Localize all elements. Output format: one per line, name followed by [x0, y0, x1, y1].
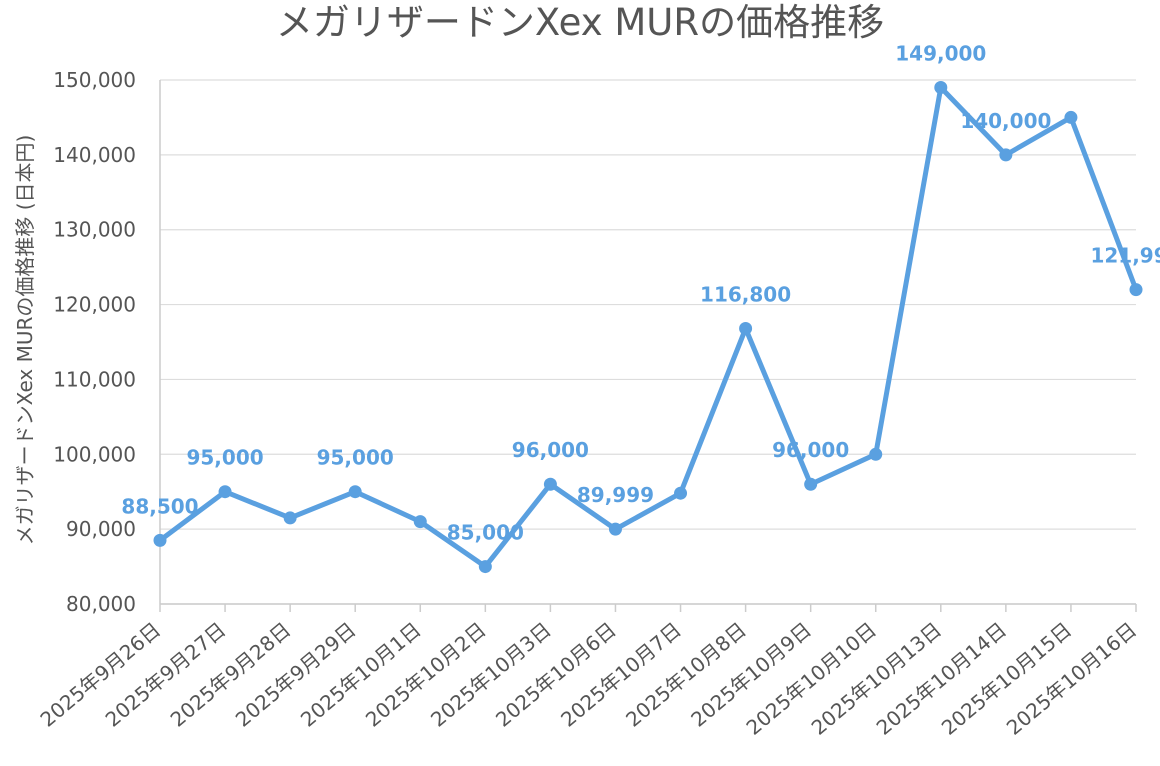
data-point — [999, 148, 1013, 162]
data-point — [674, 486, 688, 500]
y-tick-label: 130,000 — [53, 218, 136, 242]
y-tick-label: 90,000 — [66, 517, 136, 541]
data-label: 116,800 — [700, 283, 791, 307]
data-point — [608, 522, 622, 536]
y-tick-label: 100,000 — [53, 442, 136, 466]
data-point — [1064, 110, 1078, 124]
series-layer — [157, 84, 1139, 570]
x-tick-layer: 2025年9月26日2025年9月27日2025年9月28日2025年9月29日… — [36, 604, 1141, 740]
data-label: 96,000 — [512, 438, 589, 462]
data-point — [478, 560, 492, 574]
data-point — [218, 485, 232, 499]
data-point — [1129, 283, 1143, 297]
data-point — [543, 477, 557, 491]
data-point — [934, 80, 948, 94]
grid-layer — [159, 79, 1136, 605]
data-label: 121,999 — [1090, 244, 1160, 268]
data-point — [869, 447, 883, 461]
data-point — [413, 515, 427, 529]
y-tick-label: 150,000 — [53, 68, 136, 92]
data-label: 149,000 — [895, 41, 986, 65]
y-axis-label: メガリザードンXex MURの価格推移 (日本円) — [13, 135, 37, 546]
data-point — [348, 485, 362, 499]
series-line — [157, 84, 1139, 570]
data-label: 140,000 — [960, 109, 1051, 133]
data-label: 95,000 — [186, 446, 263, 470]
chart-title: メガリザードンXex MURの価格推移 — [276, 1, 884, 44]
data-label: 88,500 — [121, 494, 198, 518]
data-point — [153, 533, 167, 547]
y-tick-label: 140,000 — [53, 143, 136, 167]
data-label: 95,000 — [317, 446, 394, 470]
y-tick-label: 120,000 — [53, 293, 136, 317]
data-label-layer: 88,500 95,000 95,000 85,000 96,000 89,999 116,… — [121, 41, 1160, 544]
data-label: 85,000 — [447, 521, 524, 545]
y-tick-label: 110,000 — [53, 367, 136, 391]
point-layer — [153, 80, 1143, 574]
y-tick-label: 80,000 — [66, 592, 136, 616]
data-point — [283, 511, 297, 525]
data-point — [739, 322, 753, 336]
data-label: 96,000 — [772, 438, 849, 462]
y-tick-layer: 80,000 90,000 100,000 110,000 120,000 130,000… — [53, 68, 136, 616]
data-point — [804, 477, 818, 491]
data-label: 89,999 — [577, 483, 654, 507]
